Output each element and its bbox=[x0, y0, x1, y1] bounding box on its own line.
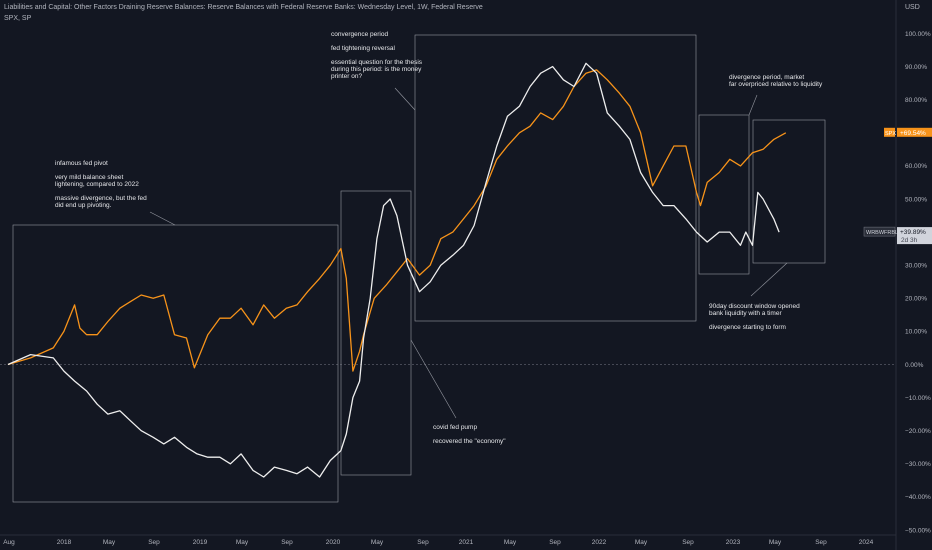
spx-name-tag bbox=[884, 127, 895, 137]
annotation-pivot-line-3: lightening, compared to 2022 bbox=[55, 181, 139, 188]
spx-value-tag bbox=[897, 127, 932, 137]
chart-subtitle: SPX, SP bbox=[4, 15, 32, 22]
x-tick-label: Sep bbox=[417, 539, 429, 546]
price-labels: SPX +69.54% WRBWFRBL +39.89%2d 3h bbox=[863, 127, 932, 245]
wr-value-tag bbox=[897, 227, 932, 245]
x-axis: Aug 2018 May Sep 2019 May Sep 2020 May Sep 2021 May… bbox=[0, 0, 897, 550]
x-tick-label: May bbox=[504, 539, 517, 546]
annotation-discount-line-1: bank liquidity with a timer bbox=[709, 310, 782, 317]
x-tick-label: Sep bbox=[148, 539, 160, 546]
chart-title: Liabilities and Capital: Other Factors D… bbox=[4, 4, 483, 11]
discount-connector bbox=[750, 262, 788, 297]
annotation-discount-line-0: 90day discount window opened bbox=[709, 303, 800, 310]
annotation-discount-line-3: divergence starting to form bbox=[709, 324, 786, 331]
x-tick-label: Sep bbox=[549, 539, 561, 546]
annotation-divergence-line-1: far overpriced relative to liquidity bbox=[729, 81, 823, 88]
wr-countdown-text: 2d 3h bbox=[901, 237, 918, 244]
y-tick-label: −50.00% bbox=[905, 527, 931, 534]
x-tick-label: May bbox=[103, 539, 116, 546]
convergence-connector bbox=[394, 87, 416, 111]
x-tick-label: 2022 bbox=[592, 539, 607, 546]
y-tick-label: 30.00% bbox=[905, 263, 927, 270]
annotation-text: infamous fed pivot very mild balance shee… bbox=[55, 31, 823, 445]
pivot-box[interactable] bbox=[12, 224, 339, 503]
x-tick-label: 2023 bbox=[726, 539, 741, 546]
x-tick-label: May bbox=[371, 539, 384, 546]
y-tick-label: 0.00% bbox=[905, 362, 924, 369]
x-tick-label: 2018 bbox=[57, 539, 72, 546]
pivot-connector bbox=[149, 211, 176, 226]
currency-label: USD bbox=[905, 4, 920, 11]
x-tick-label: 2021 bbox=[459, 539, 474, 546]
spx-name-text: SPX bbox=[885, 131, 896, 137]
x-tick-label: Sep bbox=[815, 539, 827, 546]
annotation-boxes bbox=[12, 34, 826, 503]
annotation-convergence-line-4: essential question for the thesis bbox=[331, 59, 423, 66]
y-axis: 100.00%90.00%80.00%70.00%60.00%50.00%40.… bbox=[905, 31, 931, 534]
x-tick-label: Aug bbox=[3, 539, 15, 546]
wr-name-tag bbox=[863, 226, 896, 237]
annotation-pivot-line-0: infamous fed pivot bbox=[55, 160, 108, 167]
y-tick-label: 100.00% bbox=[905, 31, 931, 38]
spx-value-text: +69.54% bbox=[900, 130, 926, 137]
x-tick-label: Sep bbox=[682, 539, 694, 546]
annotation-covid-line-2: recovered the "economy" bbox=[433, 438, 506, 445]
series-line-spx[interactable] bbox=[7, 69, 787, 372]
convergence-box[interactable] bbox=[414, 34, 697, 322]
x-tick-label: 2020 bbox=[326, 539, 341, 546]
y-tick-label: 90.00% bbox=[905, 64, 927, 71]
annotation-covid-line-0: covid fed pump bbox=[433, 424, 477, 431]
x-tick-label: May bbox=[769, 539, 782, 546]
annotation-pivot-line-2: very mild balance sheet bbox=[55, 174, 123, 181]
y-tick-label: 50.00% bbox=[905, 196, 927, 203]
y-tick-label: 20.00% bbox=[905, 296, 927, 303]
y-tick-label: 80.00% bbox=[905, 97, 927, 104]
y-tick-label: −40.00% bbox=[905, 494, 931, 501]
y-tick-label: −10.00% bbox=[905, 395, 931, 402]
x-tick-label: 2019 bbox=[193, 539, 208, 546]
y-tick-label: 60.00% bbox=[905, 163, 927, 170]
series-lines bbox=[7, 62, 787, 478]
annotation-pivot-line-5: massive divergence, but the fed bbox=[55, 195, 147, 202]
annotation-convergence-line-0: convergence period bbox=[331, 31, 388, 38]
y-tick-label: −30.00% bbox=[905, 461, 931, 468]
x-tick-label: 2024 bbox=[859, 539, 874, 546]
annotation-convergence-line-2: fed tightening reversal bbox=[331, 45, 396, 52]
annotation-convergence-line-6: printer on? bbox=[331, 73, 362, 80]
divergence-connector bbox=[748, 94, 758, 116]
covid-connector bbox=[410, 339, 457, 419]
covid-box[interactable] bbox=[340, 190, 412, 476]
divergence-box[interactable] bbox=[698, 114, 750, 275]
annotation-divergence-line-0: divergence period, market bbox=[729, 74, 804, 81]
wr-value-text: +39.89% bbox=[900, 229, 926, 236]
series-line-wrbwfrbl[interactable] bbox=[7, 62, 780, 478]
y-tick-label: −20.00% bbox=[905, 428, 931, 435]
x-tick-label: Sep bbox=[281, 539, 293, 546]
x-tick-label: May bbox=[635, 539, 648, 546]
wr-name-text: WRBWFRBL bbox=[866, 230, 898, 236]
x-tick-label: May bbox=[236, 539, 249, 546]
annotation-pivot-line-6: did end up pivoting. bbox=[55, 202, 112, 209]
y-tick-label: 10.00% bbox=[905, 329, 927, 336]
annotation-convergence-line-5: during this period: is the money bbox=[331, 66, 422, 73]
discount-box[interactable] bbox=[752, 119, 826, 264]
